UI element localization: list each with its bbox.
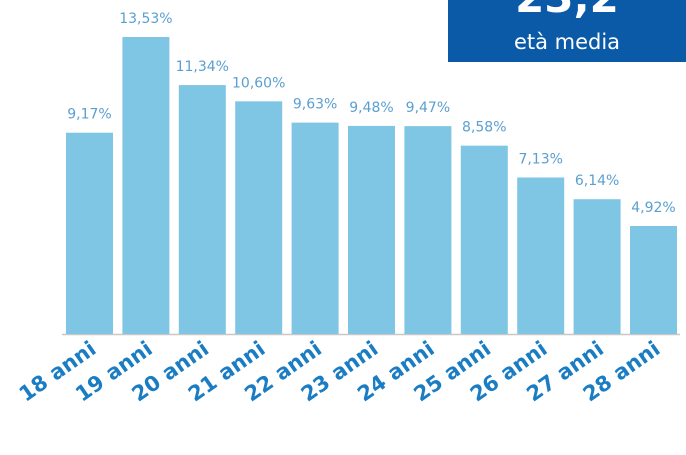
value-label: 9,48%	[349, 100, 393, 116]
bar	[517, 177, 565, 334]
value-label: 9,17%	[67, 107, 111, 123]
bar	[235, 101, 283, 334]
bar	[291, 122, 339, 335]
value-label: 13,53%	[119, 11, 172, 27]
bar	[460, 145, 508, 334]
bar	[122, 37, 170, 334]
value-label: 9,47%	[406, 100, 450, 116]
value-label: 10,60%	[232, 75, 285, 91]
bar	[348, 125, 395, 334]
bar	[573, 199, 621, 334]
average-age-caption: età media	[514, 30, 620, 54]
value-label: 8,58%	[462, 120, 506, 136]
value-label: 9,63%	[293, 97, 337, 113]
value-label: 6,14%	[575, 173, 619, 189]
value-label: 7,13%	[518, 151, 562, 167]
info-box	[448, 0, 686, 62]
bar	[630, 226, 677, 334]
bar	[66, 132, 113, 334]
average-age: 23,2	[515, 0, 619, 22]
bar	[404, 126, 452, 334]
bar	[178, 85, 226, 334]
value-label: 11,34%	[176, 59, 229, 75]
value-label: 4,92%	[631, 200, 675, 216]
